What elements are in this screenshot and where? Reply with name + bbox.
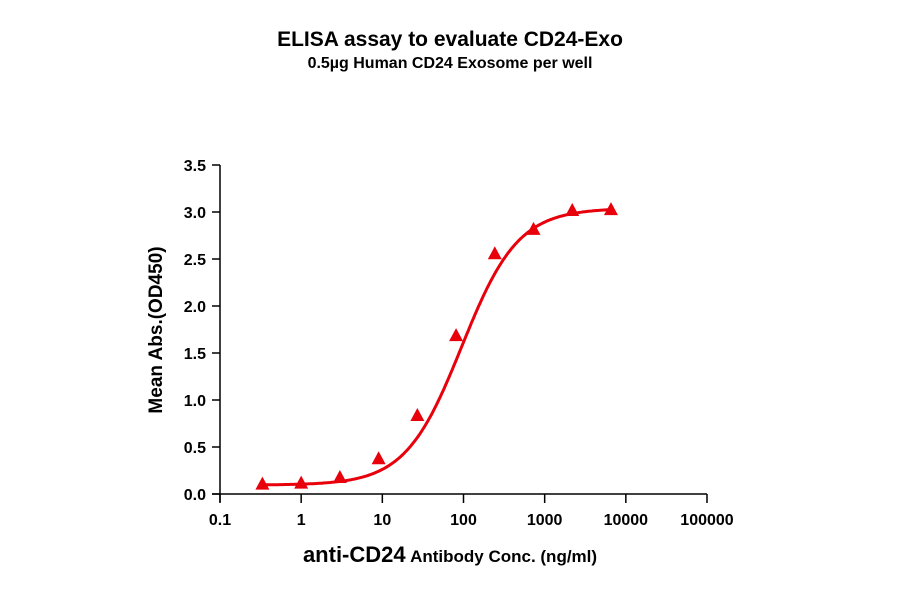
y-tick-label: 0.0 [184,487,206,504]
data-points [255,202,618,490]
triangle-marker-icon [410,407,425,421]
y-tick-label: 2.5 [184,252,206,269]
triangle-marker-icon [487,246,502,260]
x-axis-label-secondary: Antibody Conc. (ng/ml) [410,547,598,566]
chart-title: ELISA assay to evaluate CD24-Exo [277,28,623,51]
triangle-marker-icon [603,202,618,216]
x-tick-label: 100000 [680,512,733,529]
triangle-marker-icon [255,476,270,490]
x-tick-label: 1000 [527,512,563,529]
triangle-marker-icon [294,475,309,489]
triangle-marker-icon [565,203,580,217]
y-tick-label: 3.5 [184,158,206,175]
triangle-marker-icon [332,470,347,484]
y-tick-label: 0.5 [184,440,206,457]
x-axis-label: anti-CD24 Antibody Conc. (ng/ml) [0,542,900,568]
chart-subtitle: 0.5µg Human CD24 Exosome per well [307,55,593,72]
y-tick-label: 3.0 [184,205,206,222]
triangle-marker-icon [371,451,386,465]
y-axis-label: Mean Abs.(OD450) [146,246,167,413]
y-tick-label: 1.5 [184,346,206,363]
axes: 0.0 0.5 1.0 1.5 2.0 2.5 3.0 3.5 0.1 1 10 100 1000 100… [184,158,734,529]
triangle-marker-icon [449,328,464,342]
x-tick-label: 0.1 [209,512,231,529]
x-tick-label: 100 [450,512,477,529]
x-tick-label: 1 [297,512,306,529]
y-tick-label: 1.0 [184,393,206,410]
y-tick-label: 2.0 [184,299,206,316]
fit-curve [262,208,612,487]
triangle-marker-icon [526,221,541,235]
x-axis-label-primary: anti-CD24 [302,542,406,567]
x-tick-label: 10 [373,512,391,529]
sigmoid-fit-line [262,208,612,487]
x-tick-label: 10000 [604,512,649,529]
